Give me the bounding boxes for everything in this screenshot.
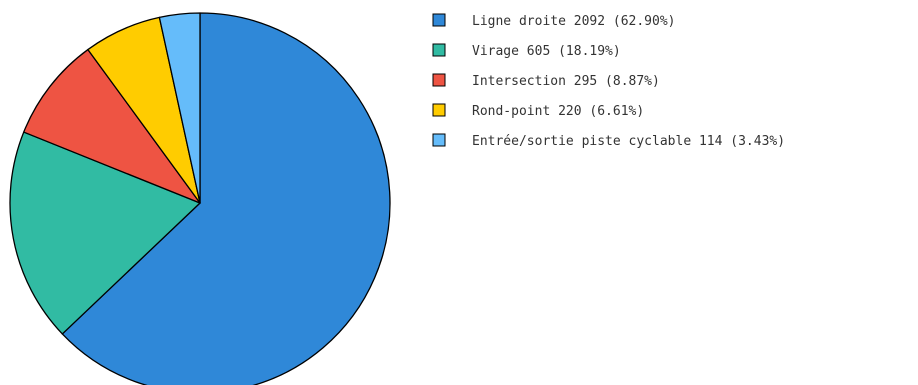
legend: Ligne droite 2092 (62.90%) Virage 605 (18… bbox=[432, 13, 785, 149]
legend-swatch bbox=[432, 43, 446, 57]
legend-item: Entrée/sortie piste cyclable 114 (3.43%) bbox=[432, 133, 785, 149]
legend-item: Rond-point 220 (6.61%) bbox=[432, 103, 644, 119]
pie-slice-1 bbox=[61, 12, 391, 385]
legend-swatch bbox=[432, 103, 446, 117]
legend-label: Ligne droite 2092 (62.90%) bbox=[472, 14, 676, 29]
legend-swatch bbox=[432, 73, 446, 87]
legend-label: Entrée/sortie piste cyclable 114 (3.43%) bbox=[472, 134, 785, 149]
legend-swatch bbox=[432, 133, 446, 147]
pie-slice-2 bbox=[9, 131, 201, 335]
legend-label: Rond-point 220 (6.61%) bbox=[472, 104, 644, 119]
pie-slices bbox=[9, 12, 391, 385]
legend-swatch bbox=[432, 13, 446, 27]
legend-item: Intersection 295 (8.87%) bbox=[432, 73, 660, 89]
legend-label: Virage 605 (18.19%) bbox=[472, 44, 621, 59]
legend-label: Intersection 295 (8.87%) bbox=[472, 74, 660, 89]
pie-slice-5 bbox=[158, 12, 201, 204]
pie-slice-3 bbox=[23, 48, 201, 204]
legend-item: Ligne droite 2092 (62.90%) bbox=[432, 13, 676, 29]
legend-item: Virage 605 (18.19%) bbox=[432, 43, 621, 59]
